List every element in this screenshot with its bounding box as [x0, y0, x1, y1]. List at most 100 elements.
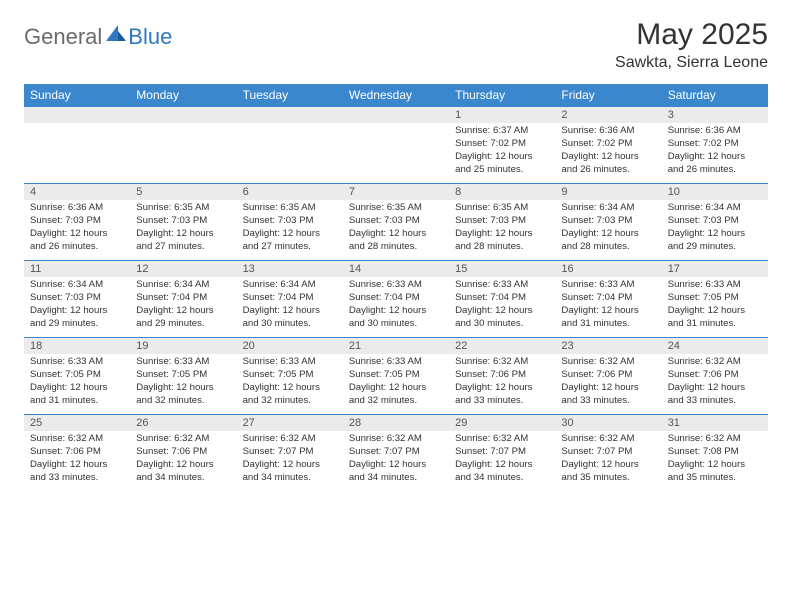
header: General Blue May 2025 Sawkta, Sierra Leo…	[24, 18, 768, 72]
day-content: Sunrise: 6:35 AMSunset: 7:03 PMDaylight:…	[130, 200, 236, 260]
weekday-header: Monday	[130, 84, 236, 107]
day-content: Sunrise: 6:35 AMSunset: 7:03 PMDaylight:…	[237, 200, 343, 260]
sunrise-line: Sunrise: 6:34 AM	[243, 279, 337, 292]
daylight-line: Daylight: 12 hours and 26 minutes.	[30, 228, 124, 254]
weekday-header: Thursday	[449, 84, 555, 107]
sunset-line: Sunset: 7:03 PM	[30, 292, 124, 305]
calendar-day-cell: 11Sunrise: 6:34 AMSunset: 7:03 PMDayligh…	[24, 261, 130, 338]
calendar-body: 1 Sunrise: 6:37 AM Sunset: 7:02 PM Daylight…	[24, 107, 768, 492]
day-content: Sunrise: 6:32 AMSunset: 7:08 PMDaylight:…	[662, 431, 768, 491]
calendar-day-cell: 14Sunrise: 6:33 AMSunset: 7:04 PMDayligh…	[343, 261, 449, 338]
day-number-bar	[24, 107, 130, 123]
calendar-page: General Blue May 2025 Sawkta, Sierra Leo…	[0, 0, 792, 509]
calendar-day-cell	[24, 107, 130, 184]
logo-text-a: General	[24, 24, 102, 50]
sunrise-line: Sunrise: 6:34 AM	[136, 279, 230, 292]
day-number-bar: 23	[555, 338, 661, 354]
day-number-bar: 24	[662, 338, 768, 354]
day-number-bar: 12	[130, 261, 236, 277]
daylight-line: Daylight: 12 hours and 32 minutes.	[136, 382, 230, 408]
weekday-header: Saturday	[662, 84, 768, 107]
sunrise-line: Sunrise: 6:33 AM	[349, 356, 443, 369]
sunrise-line: Sunrise: 6:33 AM	[243, 356, 337, 369]
calendar-day-cell: 18Sunrise: 6:33 AMSunset: 7:05 PMDayligh…	[24, 338, 130, 415]
calendar-day-cell: 23Sunrise: 6:32 AMSunset: 7:06 PMDayligh…	[555, 338, 661, 415]
daylight-line: Daylight: 12 hours and 25 minutes.	[455, 151, 549, 177]
sunset-line: Sunset: 7:05 PM	[349, 369, 443, 382]
day-content: Sunrise: 6:32 AMSunset: 7:07 PMDaylight:…	[237, 431, 343, 491]
day-content: Sunrise: 6:33 AMSunset: 7:04 PMDaylight:…	[343, 277, 449, 337]
sunset-line: Sunset: 7:06 PM	[30, 446, 124, 459]
calendar-week-row: 18Sunrise: 6:33 AMSunset: 7:05 PMDayligh…	[24, 338, 768, 415]
day-number-bar: 7	[343, 184, 449, 200]
day-content: Sunrise: 6:36 AMSunset: 7:02 PMDaylight:…	[555, 123, 661, 183]
day-content: Sunrise: 6:33 AMSunset: 7:04 PMDaylight:…	[449, 277, 555, 337]
day-number-bar: 11	[24, 261, 130, 277]
day-number-bar: 29	[449, 415, 555, 431]
calendar-week-row: 25Sunrise: 6:32 AMSunset: 7:06 PMDayligh…	[24, 415, 768, 492]
calendar-day-cell: 1Sunrise: 6:37 AMSunset: 7:02 PMDaylight…	[449, 107, 555, 184]
daylight-line: Daylight: 12 hours and 35 minutes.	[561, 459, 655, 485]
day-content: Sunrise: 6:33 AMSunset: 7:05 PMDaylight:…	[237, 354, 343, 414]
day-number-bar: 22	[449, 338, 555, 354]
daylight-line: Daylight: 12 hours and 29 minutes.	[136, 305, 230, 331]
day-content: Sunrise: 6:34 AMSunset: 7:03 PMDaylight:…	[555, 200, 661, 260]
daylight-line: Daylight: 12 hours and 34 minutes.	[136, 459, 230, 485]
sunrise-line: Sunrise: 6:35 AM	[349, 202, 443, 215]
day-number-bar: 18	[24, 338, 130, 354]
day-content	[237, 123, 343, 183]
calendar-day-cell: 19Sunrise: 6:33 AMSunset: 7:05 PMDayligh…	[130, 338, 236, 415]
daylight-line: Daylight: 12 hours and 27 minutes.	[243, 228, 337, 254]
day-number-bar: 1	[449, 107, 555, 123]
day-content: Sunrise: 6:32 AMSunset: 7:06 PMDaylight:…	[555, 354, 661, 414]
sunrise-line: Sunrise: 6:34 AM	[561, 202, 655, 215]
day-content: Sunrise: 6:33 AMSunset: 7:04 PMDaylight:…	[555, 277, 661, 337]
daylight-line: Daylight: 12 hours and 35 minutes.	[668, 459, 762, 485]
sunset-line: Sunset: 7:02 PM	[561, 138, 655, 151]
day-number-bar: 26	[130, 415, 236, 431]
day-number-bar: 25	[24, 415, 130, 431]
sunset-line: Sunset: 7:03 PM	[455, 215, 549, 228]
sunset-line: Sunset: 7:03 PM	[561, 215, 655, 228]
sunset-line: Sunset: 7:05 PM	[136, 369, 230, 382]
location: Sawkta, Sierra Leone	[615, 54, 768, 72]
day-number-bar: 3	[662, 107, 768, 123]
day-number-bar: 16	[555, 261, 661, 277]
day-content: Sunrise: 6:32 AMSunset: 7:06 PMDaylight:…	[449, 354, 555, 414]
daylight-line: Daylight: 12 hours and 33 minutes.	[30, 459, 124, 485]
calendar-day-cell: 10Sunrise: 6:34 AMSunset: 7:03 PMDayligh…	[662, 184, 768, 261]
daylight-line: Daylight: 12 hours and 31 minutes.	[561, 305, 655, 331]
sunrise-line: Sunrise: 6:36 AM	[30, 202, 124, 215]
sunrise-line: Sunrise: 6:32 AM	[455, 356, 549, 369]
day-number-bar: 31	[662, 415, 768, 431]
day-number-bar	[343, 107, 449, 123]
calendar-day-cell: 28Sunrise: 6:32 AMSunset: 7:07 PMDayligh…	[343, 415, 449, 492]
daylight-line: Daylight: 12 hours and 31 minutes.	[30, 382, 124, 408]
daylight-line: Daylight: 12 hours and 33 minutes.	[455, 382, 549, 408]
day-content: Sunrise: 6:32 AMSunset: 7:07 PMDaylight:…	[555, 431, 661, 491]
sunrise-line: Sunrise: 6:32 AM	[349, 433, 443, 446]
day-content: Sunrise: 6:32 AMSunset: 7:06 PMDaylight:…	[662, 354, 768, 414]
day-content: Sunrise: 6:36 AMSunset: 7:02 PMDaylight:…	[662, 123, 768, 183]
calendar-day-cell: 25Sunrise: 6:32 AMSunset: 7:06 PMDayligh…	[24, 415, 130, 492]
day-content: Sunrise: 6:32 AMSunset: 7:07 PMDaylight:…	[449, 431, 555, 491]
day-content: Sunrise: 6:34 AMSunset: 7:03 PMDaylight:…	[24, 277, 130, 337]
daylight-line: Daylight: 12 hours and 31 minutes.	[668, 305, 762, 331]
sunrise-line: Sunrise: 6:32 AM	[455, 433, 549, 446]
day-number-bar: 21	[343, 338, 449, 354]
calendar-week-row: 1 Sunrise: 6:37 AM Sunset: 7:02 PM Daylight…	[24, 107, 768, 184]
sunrise-line: Sunrise: 6:35 AM	[136, 202, 230, 215]
sunrise-line: Sunrise: 6:33 AM	[136, 356, 230, 369]
weekday-header: Wednesday	[343, 84, 449, 107]
sunrise-line: Sunrise: 6:32 AM	[561, 356, 655, 369]
sunset-line: Sunset: 7:04 PM	[561, 292, 655, 305]
calendar-week-row: 11Sunrise: 6:34 AMSunset: 7:03 PMDayligh…	[24, 261, 768, 338]
daylight-line: Daylight: 12 hours and 29 minutes.	[668, 228, 762, 254]
day-content	[343, 123, 449, 183]
calendar-day-cell: 3Sunrise: 6:36 AMSunset: 7:02 PMDaylight…	[662, 107, 768, 184]
calendar-day-cell: 17Sunrise: 6:33 AMSunset: 7:05 PMDayligh…	[662, 261, 768, 338]
sunrise-line: Sunrise: 6:37 AM	[455, 125, 549, 138]
daylight-line: Daylight: 12 hours and 34 minutes.	[349, 459, 443, 485]
sunset-line: Sunset: 7:08 PM	[668, 446, 762, 459]
day-content: Sunrise: 6:34 AMSunset: 7:04 PMDaylight:…	[237, 277, 343, 337]
